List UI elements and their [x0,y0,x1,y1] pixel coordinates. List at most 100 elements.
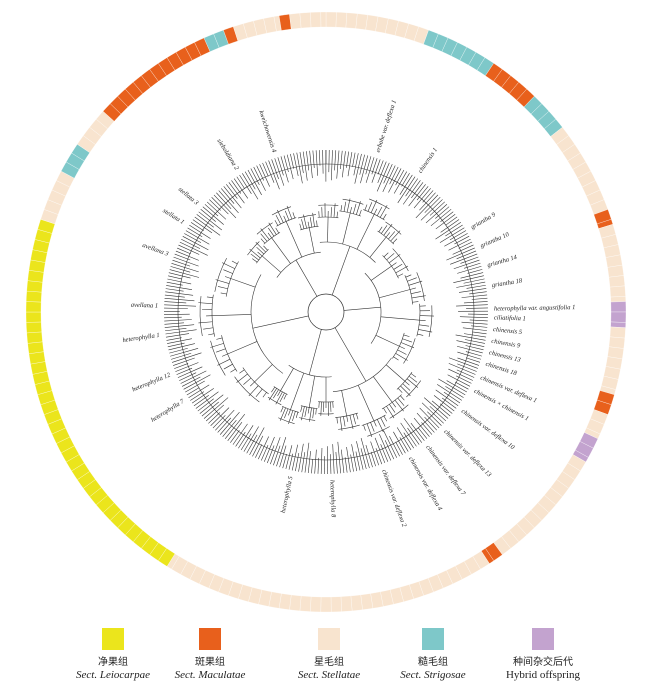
tip-label: chinensis 18 [485,361,519,378]
terminal-branch [461,321,488,325]
terminal-branch [469,291,487,295]
terminal-branch [170,352,192,360]
subclade-stem [357,385,375,422]
twig-arc [385,221,402,235]
terminal-branch [171,352,202,363]
terminal-branch [360,437,370,469]
terminal-branch [236,176,245,189]
terminal-branch [165,333,190,338]
ring-segment-stellatae [360,593,374,610]
terminal-branch [416,186,429,201]
terminal-branch [467,269,483,274]
terminal-ring [177,163,475,461]
ring-segment-leiocarpae [25,311,42,323]
clade-arc [332,357,392,392]
terminal-branch [242,173,259,200]
branch [206,296,213,298]
branch [216,348,226,353]
terminal-branch [347,152,353,177]
terminal-branch [463,278,485,284]
terminal-branch [180,370,207,384]
terminal-branch [455,334,486,341]
terminal-branch [384,440,395,460]
branch [256,246,265,255]
terminal-branch [342,151,346,178]
legend-swatch-strigosae [422,628,444,650]
clade-stem [252,315,309,329]
subclade-stem [227,341,258,355]
branch [231,260,238,265]
branch [405,274,412,278]
branch [366,423,373,437]
subclade-stem [290,372,305,410]
terminal-branch [168,272,191,279]
terminal-branch [365,156,372,175]
branch [198,302,213,304]
terminal-branch [413,188,431,209]
branch [268,388,277,401]
subclade-arc [225,261,239,297]
terminal-branch [307,451,311,474]
terminal-branch [285,445,293,470]
terminal-branch [405,178,419,197]
terminal-branch [337,441,341,474]
branch [370,199,378,213]
branch [273,389,279,399]
terminal-branch [178,244,200,255]
terminal-branch [228,182,245,204]
terminal-branch [464,339,485,344]
terminal-branch [233,178,249,199]
terminal-branch [427,411,442,426]
terminal-branch [197,398,214,412]
terminal-branch [462,327,487,331]
tip-label: stellata 3 [177,186,200,207]
branch [300,405,303,412]
subclade-arc [392,332,405,359]
subclade-stem [230,278,256,288]
twig-arc [416,272,425,301]
ring-segment-maculatae [278,14,292,31]
branch [221,353,228,357]
legend-swatch-stellatae [318,628,340,650]
terminal-branch [291,444,298,471]
branch [279,392,285,403]
terminal-branch [209,199,221,211]
ring-segment-stellatae [608,336,626,349]
subclade-stem [380,316,420,321]
terminal-branch [181,376,201,387]
terminal-branch [179,241,208,256]
terminal-branch [431,400,451,417]
terminal-branch [267,445,275,464]
terminal-branch [279,445,287,468]
terminal-branch [393,431,406,454]
terminal-branch [185,380,205,393]
twig-arc [406,380,422,398]
subclade-stem [285,221,303,258]
branch [292,212,296,219]
tip-label: sieboldiana 2 [215,138,240,172]
legend-cn-label: 斑果组 [195,657,225,668]
terminal-branch [410,422,425,441]
tip-label: stellata 1 [161,207,185,226]
terminal-branch [370,441,380,466]
terminal-branch [411,182,424,199]
branch [257,251,263,257]
legend: 净果组 Sect. Leiocarpae 斑果组 Sect. Maculatae… [0,620,654,691]
terminal-branch [239,174,252,194]
branch [312,408,315,419]
terminal-branch [231,180,242,194]
legend-latin-label: Sect. Strigosae [400,669,466,681]
subclade-stem [385,364,406,382]
terminal-branch [220,188,235,204]
terminal-branch [401,173,410,187]
branch [403,334,410,337]
subclade-stem [212,314,252,317]
tip-label: heterophylla var. angustifolia 1 [494,304,575,312]
branch [284,408,289,419]
terminal-branch [315,150,318,176]
terminal-branch [311,459,314,474]
ring-segment-stellatae [609,285,626,298]
branch [315,408,317,415]
terminal-branch [299,152,304,174]
terminal-branch [379,433,392,461]
